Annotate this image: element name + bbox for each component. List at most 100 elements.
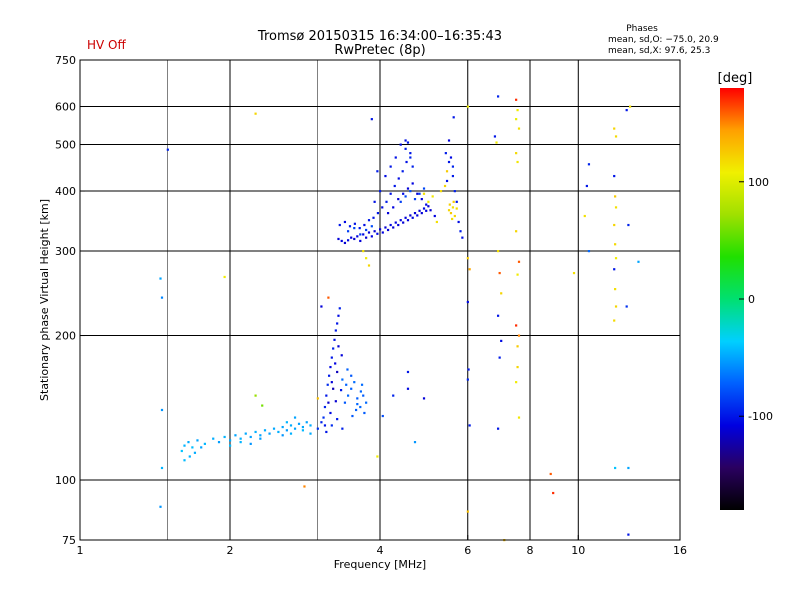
data-point <box>285 429 288 432</box>
data-point <box>326 383 329 386</box>
data-point <box>244 432 247 435</box>
data-point <box>376 212 380 215</box>
data-point <box>285 421 288 424</box>
data-point <box>409 152 412 155</box>
data-point <box>373 230 376 233</box>
data-point <box>191 446 194 449</box>
data-point <box>350 387 353 390</box>
y-tick-label: 600 <box>55 101 76 114</box>
data-point <box>337 345 340 348</box>
data-point <box>627 223 630 227</box>
data-point <box>200 446 203 449</box>
data-point <box>439 190 443 193</box>
data-point <box>301 425 305 429</box>
data-point <box>363 223 366 227</box>
data-point <box>466 105 469 108</box>
data-point <box>613 268 616 271</box>
data-point <box>392 394 395 397</box>
data-point <box>370 235 373 238</box>
data-point <box>338 223 341 227</box>
data-point <box>327 401 330 404</box>
y-axis-label: Stationary phase Virtual Height [km] <box>38 199 51 401</box>
data-point <box>203 442 206 445</box>
data-point <box>629 105 632 108</box>
data-point <box>353 227 356 230</box>
data-point <box>394 221 397 224</box>
chart-title: Tromsø 20150315 16:34:00–16:35:43 <box>257 29 502 44</box>
colorbar-ticks: 100 0 -100 <box>739 176 773 423</box>
data-point <box>268 432 271 435</box>
data-point <box>614 135 618 138</box>
data-point <box>587 250 591 253</box>
data-point <box>413 212 417 215</box>
data-point <box>404 195 407 198</box>
data-point <box>399 219 402 222</box>
data-point <box>420 212 423 215</box>
data-point <box>425 209 428 212</box>
data-point <box>496 250 500 253</box>
data-point <box>362 233 365 236</box>
data-point <box>397 198 400 201</box>
data-point <box>334 400 337 403</box>
data-point <box>384 174 387 178</box>
data-point <box>301 429 305 432</box>
data-point <box>517 260 521 263</box>
data-point <box>359 233 362 236</box>
data-point <box>323 424 327 427</box>
data-point <box>379 190 382 193</box>
data-point <box>409 214 412 217</box>
data-point <box>272 427 276 430</box>
data-point <box>183 444 186 447</box>
data-point <box>416 214 419 217</box>
data-point <box>515 152 518 155</box>
data-point <box>337 237 340 241</box>
data-point <box>515 118 518 121</box>
data-point <box>353 381 356 384</box>
data-point <box>289 432 293 435</box>
data-point <box>447 160 451 164</box>
y-tick-label: 100 <box>55 474 76 487</box>
data-point <box>372 216 375 219</box>
data-point <box>406 187 410 190</box>
data-point <box>360 383 364 386</box>
data-point <box>613 319 616 322</box>
data-point <box>515 98 518 101</box>
data-point <box>367 264 371 267</box>
data-point <box>431 195 434 198</box>
y-tick-label: 300 <box>55 245 76 258</box>
hv-status-label: HV Off <box>87 38 126 52</box>
data-point <box>455 200 458 203</box>
data-point <box>309 424 312 427</box>
data-point <box>180 449 183 453</box>
y-tick-label: 75 <box>62 534 76 547</box>
data-point <box>613 223 616 227</box>
data-point <box>386 228 390 232</box>
data-point <box>376 455 379 458</box>
data-point <box>637 260 640 263</box>
data-point <box>406 219 410 222</box>
data-point <box>498 356 501 359</box>
data-point <box>393 184 396 188</box>
data-point <box>422 397 426 400</box>
data-point <box>451 206 455 209</box>
data-point <box>401 170 404 173</box>
data-point <box>367 219 371 222</box>
data-point <box>329 365 332 369</box>
data-point <box>329 411 332 415</box>
data-point <box>358 227 361 230</box>
data-point <box>341 427 344 430</box>
data-point <box>495 141 498 144</box>
x-tick-label: 6 <box>464 544 471 557</box>
data-point <box>583 214 586 218</box>
data-point <box>370 118 373 121</box>
data-point <box>193 451 197 454</box>
data-point <box>459 230 462 233</box>
data-point <box>365 236 368 239</box>
data-point <box>420 198 423 201</box>
y-tick-label: 400 <box>55 185 76 198</box>
data-point <box>466 378 469 381</box>
data-point <box>327 374 331 377</box>
data-point <box>516 160 519 164</box>
data-point <box>362 394 365 397</box>
